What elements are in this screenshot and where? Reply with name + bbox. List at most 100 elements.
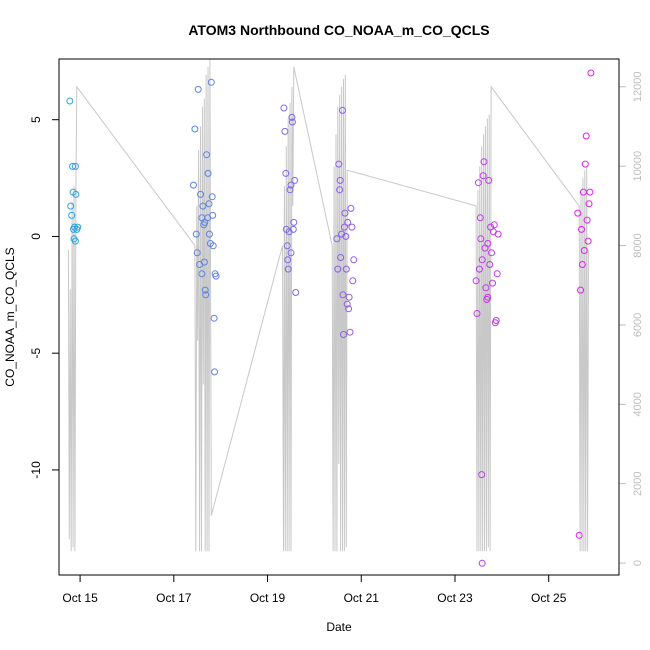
x-tick-label: Oct 17 [156, 591, 192, 605]
data-point [209, 211, 217, 219]
data-point [280, 104, 288, 112]
data-point [586, 188, 594, 196]
data-point [72, 190, 80, 198]
data-point [283, 242, 291, 250]
y2-tick-label: 4000 [632, 392, 644, 416]
data-point [350, 256, 358, 264]
data-point [484, 293, 492, 301]
data-point [288, 118, 296, 126]
data-point [282, 169, 290, 177]
data-point [288, 113, 296, 121]
data-point [71, 237, 79, 245]
data-point [212, 272, 220, 280]
data-point [583, 216, 591, 224]
data-point [472, 277, 480, 285]
data-point [338, 230, 346, 238]
data-point [474, 179, 482, 187]
data-point [209, 242, 217, 250]
data-point [333, 235, 341, 243]
data-point [336, 176, 344, 184]
data-point [337, 254, 345, 261]
data-point [205, 230, 213, 238]
data-point [578, 261, 586, 268]
data-point [580, 247, 588, 254]
data-point [339, 106, 346, 114]
data-point [336, 186, 344, 194]
data-point [194, 85, 202, 93]
data-point [340, 331, 347, 338]
data-point [347, 204, 355, 212]
data-point [584, 237, 592, 245]
data-point [478, 559, 486, 567]
data-point [581, 160, 589, 168]
data-point [480, 158, 488, 166]
chart-title: ATOM3 Northbound CO_NOAA_m_CO_QCLS [188, 22, 489, 38]
data-point [74, 223, 82, 231]
data-point [341, 209, 349, 217]
data-point [342, 265, 350, 273]
y-axis-label: CO_NOAA_m_CO_QCLS [3, 247, 17, 386]
x-tick-label: Oct 21 [344, 591, 380, 605]
data-point [204, 169, 212, 177]
data-point [68, 211, 76, 219]
plot-frame [58, 58, 620, 576]
data-point [335, 160, 343, 168]
data-point [287, 181, 295, 189]
data-point [339, 291, 347, 299]
data-point [203, 151, 211, 159]
y-tick-label: -5 [29, 348, 43, 359]
points-layer [66, 69, 595, 567]
data-point [211, 368, 219, 376]
data-point [198, 270, 206, 278]
y-tick-label: 5 [29, 116, 43, 123]
y-tick-label: 0 [29, 233, 43, 240]
data-point [66, 97, 74, 105]
data-point [585, 200, 593, 208]
axes-layer: Oct 15 Oct 17 Oct 19 Oct 21 Oct 23 Oct 25 5 0 -5… [29, 71, 644, 605]
data-point [479, 172, 487, 180]
data-point [577, 286, 585, 294]
data-point [476, 214, 484, 222]
data-point [289, 225, 297, 233]
data-point [286, 186, 294, 194]
data-point [202, 291, 210, 299]
data-point [486, 261, 494, 268]
data-point [494, 230, 502, 238]
data-point [348, 223, 356, 231]
data-point [492, 317, 500, 324]
data-point [574, 209, 582, 217]
data-point [192, 230, 200, 238]
data-point [190, 181, 197, 189]
data-point [201, 218, 209, 226]
y2-tick-label: 12000 [632, 71, 644, 102]
data-point [193, 249, 201, 257]
data-point [342, 232, 350, 240]
altitude-layer [67, 58, 589, 552]
data-point [346, 328, 354, 336]
data-point [485, 176, 493, 184]
x-tick-label: Oct 25 [531, 591, 567, 605]
data-point [478, 256, 486, 264]
y2-tick-label: 2000 [632, 471, 644, 495]
data-point [340, 223, 348, 231]
data-point [482, 284, 490, 292]
data-point [197, 190, 204, 198]
data-point [191, 125, 199, 133]
y-tick-label: -10 [29, 461, 43, 479]
data-point [201, 286, 209, 294]
x-tick-label: Oct 23 [437, 591, 473, 605]
data-point [484, 240, 492, 247]
data-point [284, 256, 292, 264]
data-point [210, 314, 218, 322]
data-point [473, 310, 481, 317]
x-tick-label: Oct 15 [62, 591, 98, 605]
data-point [287, 249, 295, 257]
data-point [205, 200, 213, 208]
x-tick-label: Oct 19 [250, 591, 286, 605]
data-point [207, 78, 215, 86]
data-point [291, 176, 299, 184]
data-point [343, 300, 351, 308]
y2-tick-label: 0 [632, 560, 644, 566]
y2-tick-label: 6000 [632, 313, 644, 337]
